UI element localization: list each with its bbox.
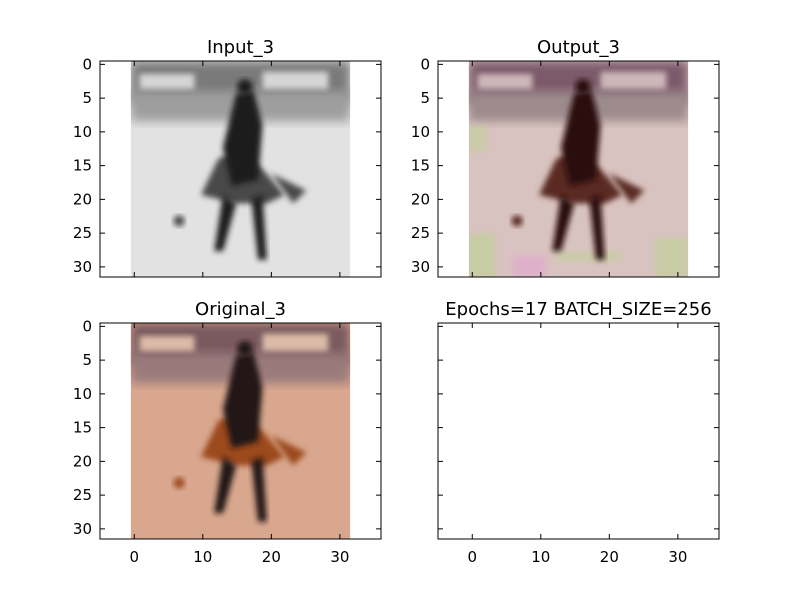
- y-tick-label: 5: [82, 89, 92, 107]
- y-tick-label: 10: [411, 123, 430, 141]
- y-tick-label: 30: [411, 258, 430, 276]
- y-tick-label: 30: [73, 520, 92, 538]
- y-tick-label: 20: [73, 452, 92, 470]
- image-2: [468, 61, 689, 277]
- x-tick-label: 30: [668, 548, 687, 566]
- y-tick-label: 10: [73, 385, 92, 403]
- panel-title-1: Input_3: [207, 37, 274, 58]
- image-3: [130, 323, 351, 539]
- axes-frame-2: [437, 60, 720, 278]
- panel-4: Epochs=17 BATCH_SIZE=256 0 10 20 30: [437, 299, 720, 566]
- x-tick-label: 20: [262, 548, 281, 566]
- y-tick-label: 20: [73, 190, 92, 208]
- y-tick-label: 25: [73, 224, 92, 242]
- y-tick-label: 15: [73, 419, 92, 437]
- axes-frame-1: [99, 60, 382, 278]
- x-tick-label: 10: [193, 548, 212, 566]
- y-tick-label: 5: [420, 89, 430, 107]
- axes-frame-3: [99, 322, 382, 540]
- y-tick-label: 5: [82, 351, 92, 369]
- x-tick-label: 0: [129, 548, 139, 566]
- y-tick-label: 15: [73, 157, 92, 175]
- y-tick-label: 0: [82, 317, 92, 335]
- y-tick-label: 20: [411, 190, 430, 208]
- panel-3: Original_3 0 5 10 15 20 25 30 0 10 20 30: [73, 299, 382, 566]
- x-tick-label: 20: [600, 548, 619, 566]
- y-tick-label: 25: [73, 486, 92, 504]
- axes-frame-4: [437, 322, 720, 540]
- y-tick-label: 0: [420, 55, 430, 73]
- y-tick-label: 30: [73, 258, 92, 276]
- y-tick-label: 0: [82, 55, 92, 73]
- panel-title-4: Epochs=17 BATCH_SIZE=256: [445, 299, 711, 320]
- panel-title-2: Output_3: [537, 37, 620, 58]
- panel-1: Input_3 0 5 10 15 20 25 30: [73, 37, 382, 278]
- x-tick-label: 10: [531, 548, 550, 566]
- y-tick-label: 10: [73, 123, 92, 141]
- y-tick-label: 15: [411, 157, 430, 175]
- image-1: [130, 61, 351, 277]
- y-tick-label: 25: [411, 224, 430, 242]
- x-tick-label: 0: [467, 548, 477, 566]
- x-tick-label: 30: [330, 548, 349, 566]
- panel-title-3: Original_3: [195, 299, 286, 320]
- panel-2: Output_3 0 5 10 15 20 25 30: [411, 37, 720, 278]
